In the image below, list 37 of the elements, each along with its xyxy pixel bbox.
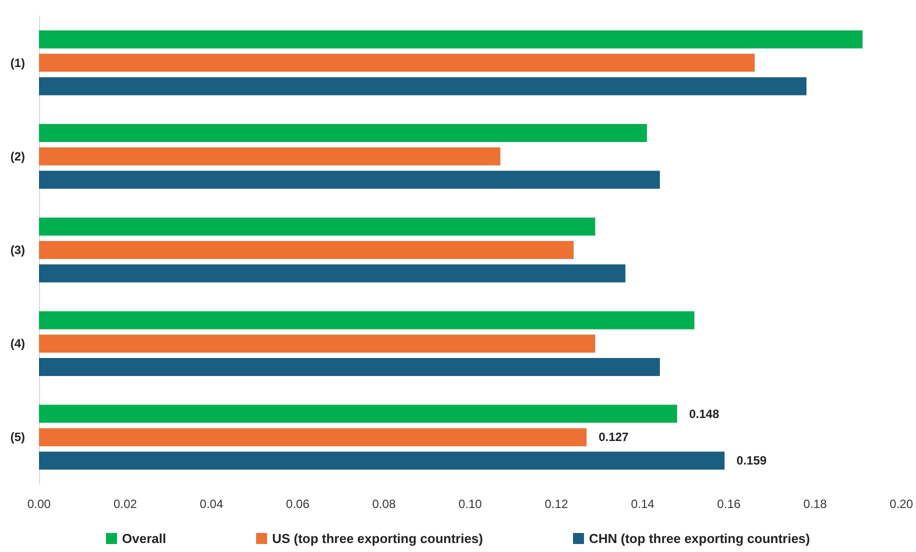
- x-tick-label: 0.10: [458, 497, 482, 511]
- x-tick-label: 0.06: [286, 497, 310, 511]
- legend-label: Overall: [122, 531, 166, 546]
- x-tick-label: 0.18: [803, 497, 828, 511]
- x-tick-label: 0.14: [630, 497, 655, 511]
- legend-label: US (top three exporting countries): [272, 531, 483, 546]
- bar: [39, 428, 587, 446]
- x-tick-label: 0.08: [372, 497, 396, 511]
- bar: [39, 358, 660, 376]
- bar: [39, 147, 500, 166]
- bar: [39, 241, 574, 259]
- y-tick-label: (5): [10, 430, 25, 444]
- bar: [39, 452, 725, 470]
- bar: [39, 77, 806, 96]
- bar: [39, 264, 626, 282]
- bar: [39, 311, 694, 330]
- y-tick-label: (2): [10, 149, 25, 164]
- data-label: 0.159: [736, 454, 767, 468]
- data-label: 0.148: [689, 406, 720, 421]
- x-tick-label: 0.12: [544, 497, 568, 511]
- bar: [39, 54, 755, 72]
- x-tick-label: 0.02: [114, 497, 138, 511]
- bar: [39, 334, 596, 353]
- y-tick-label: (1): [10, 56, 25, 70]
- x-tick-label: 0.04: [200, 497, 224, 511]
- x-tick-label: 0.20: [890, 497, 914, 511]
- y-tick-label: (4): [10, 336, 25, 351]
- bar: [39, 124, 647, 142]
- bar: [39, 170, 660, 189]
- x-tick-label: 0.16: [717, 497, 741, 511]
- data-label: 0.127: [598, 430, 629, 444]
- y-tick-label: (3): [10, 243, 25, 257]
- bar: [39, 404, 678, 423]
- legend-label: CHN (top three exporting countries): [588, 531, 810, 546]
- bar: [39, 30, 863, 48]
- bar: [39, 218, 596, 236]
- x-tick-label: 0.00: [27, 497, 51, 511]
